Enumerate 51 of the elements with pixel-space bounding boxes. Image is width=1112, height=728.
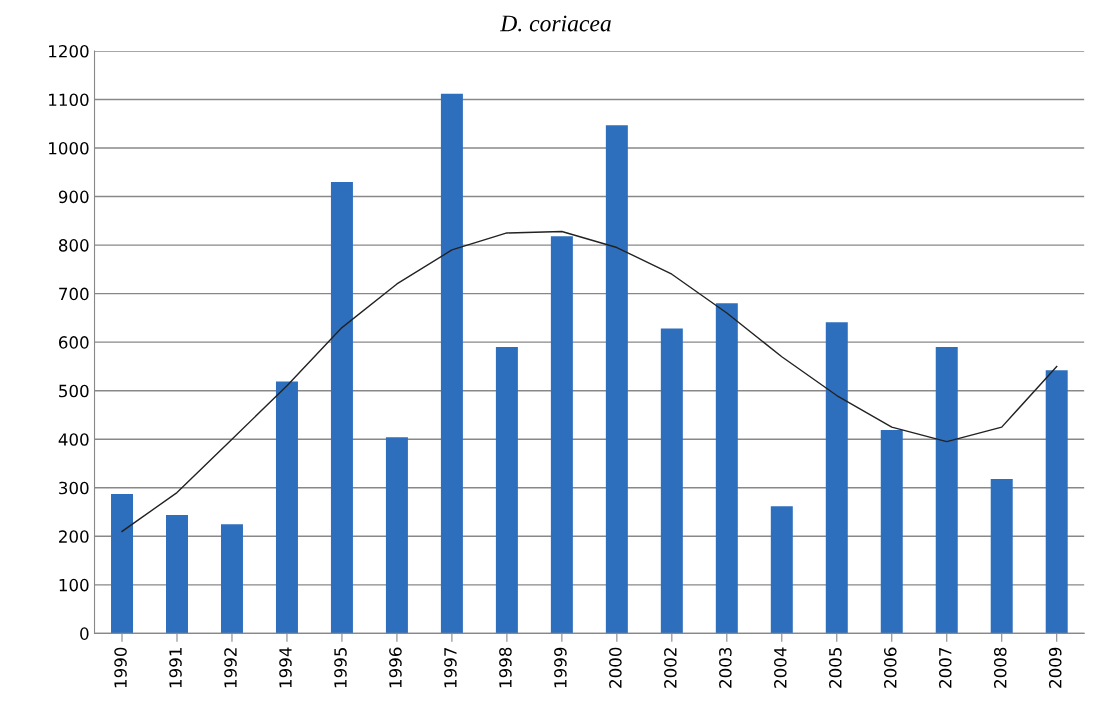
x-tick-label: 2004 [774,647,787,688]
bar [935,347,958,634]
y-tick-label: 400 [58,433,89,446]
bar [1045,370,1068,634]
x-tick-label: 2005 [829,648,842,688]
bar [330,182,353,634]
y-tick-label: 1100 [49,93,89,107]
bar [166,514,188,634]
bar [770,506,793,634]
y-tick-label: 600 [59,336,89,349]
x-tick-label: 1999 [554,647,567,688]
x-tick-label: 1991 [169,648,182,688]
y-tick-label: 800 [58,239,89,252]
bar [495,347,518,634]
x-tick-label: 1994 [279,647,292,688]
x-tick-label: 2009 [1048,647,1062,688]
chart-title: D. coriacea [500,15,611,32]
bar [660,328,683,634]
x-tick-label: 2007 [938,647,952,688]
bar [880,430,903,634]
x-tick-label: 2008 [993,647,1007,688]
x-tick-label: 1997 [444,647,457,688]
x-tick-label: 2006 [883,647,897,688]
x-tick-label: 1990 [114,647,127,688]
y-tick-label: 700 [59,287,89,301]
x-tick-label: 1996 [389,647,402,688]
x-tick-label: 1995 [334,648,347,688]
bar [990,479,1013,634]
bar [385,437,408,634]
bar [111,494,134,634]
bar [220,524,243,634]
bar [715,303,738,634]
y-tick-label: 1000 [49,141,89,155]
x-tick-label: 2003 [719,647,732,688]
y-tick-label: 0 [80,627,89,640]
y-tick-label: 200 [59,530,89,543]
bar [440,93,463,634]
line-series [121,230,1058,533]
bar [275,381,298,634]
y-tick-label: 900 [58,190,89,204]
bar [825,322,848,634]
y-tick-label: 100 [59,578,89,592]
y-tick-label: 1200 [49,44,89,58]
x-tick-label: 1998 [499,647,512,688]
y-tick-label: 500 [59,384,89,398]
bar [550,236,573,634]
y-tick-label: 300 [59,481,89,495]
bar [605,125,628,634]
x-tick-label: 2002 [664,648,677,688]
x-tick-label: 1992 [224,648,237,688]
x-tick-label: 2000 [609,647,622,688]
